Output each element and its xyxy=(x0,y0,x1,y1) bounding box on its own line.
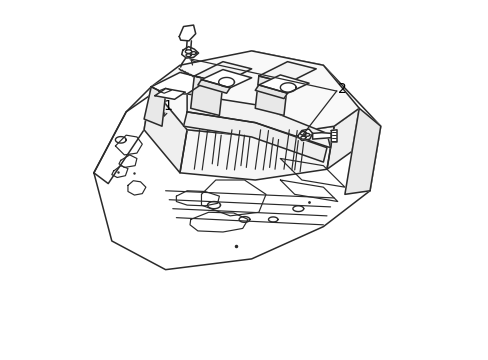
Polygon shape xyxy=(258,62,316,83)
Polygon shape xyxy=(182,46,198,58)
Polygon shape xyxy=(187,94,330,148)
Polygon shape xyxy=(155,89,185,99)
Polygon shape xyxy=(190,76,223,116)
Polygon shape xyxy=(183,112,326,162)
Polygon shape xyxy=(179,25,195,41)
Polygon shape xyxy=(158,88,171,93)
Polygon shape xyxy=(151,51,359,137)
Polygon shape xyxy=(312,133,330,139)
Polygon shape xyxy=(255,85,287,99)
Polygon shape xyxy=(94,51,380,270)
Polygon shape xyxy=(344,108,380,194)
Polygon shape xyxy=(198,80,230,93)
Polygon shape xyxy=(144,87,165,126)
Text: 1: 1 xyxy=(163,99,172,113)
Polygon shape xyxy=(201,69,251,88)
Polygon shape xyxy=(258,75,308,93)
Polygon shape xyxy=(297,129,312,140)
Polygon shape xyxy=(151,72,208,94)
Polygon shape xyxy=(255,76,287,116)
Text: 2: 2 xyxy=(337,82,346,96)
Polygon shape xyxy=(180,126,333,180)
Polygon shape xyxy=(330,130,336,142)
Polygon shape xyxy=(144,87,187,173)
Polygon shape xyxy=(94,87,151,184)
Polygon shape xyxy=(194,62,251,83)
Polygon shape xyxy=(326,108,359,169)
